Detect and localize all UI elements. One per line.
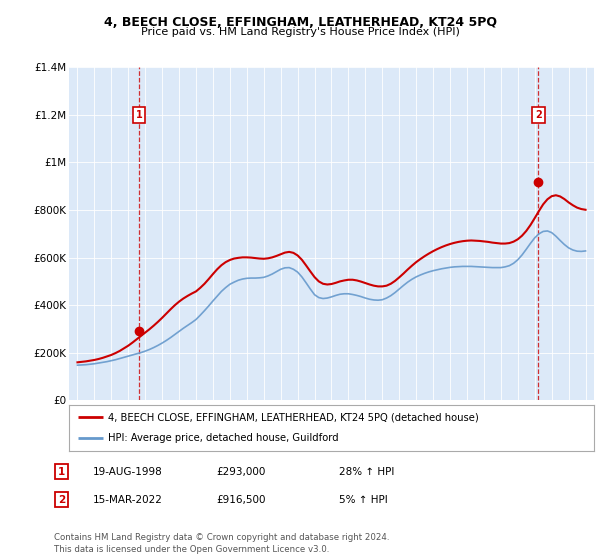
Text: 5% ↑ HPI: 5% ↑ HPI <box>339 494 388 505</box>
Text: 4, BEECH CLOSE, EFFINGHAM, LEATHERHEAD, KT24 5PQ (detached house): 4, BEECH CLOSE, EFFINGHAM, LEATHERHEAD, … <box>109 412 479 422</box>
Text: 19-AUG-1998: 19-AUG-1998 <box>93 466 163 477</box>
Text: 2: 2 <box>58 494 65 505</box>
Text: 1: 1 <box>58 466 65 477</box>
Text: £916,500: £916,500 <box>216 494 265 505</box>
Text: HPI: Average price, detached house, Guildford: HPI: Average price, detached house, Guil… <box>109 433 339 444</box>
Text: 4, BEECH CLOSE, EFFINGHAM, LEATHERHEAD, KT24 5PQ: 4, BEECH CLOSE, EFFINGHAM, LEATHERHEAD, … <box>104 16 497 29</box>
Text: 28% ↑ HPI: 28% ↑ HPI <box>339 466 394 477</box>
Text: £293,000: £293,000 <box>216 466 265 477</box>
Text: Price paid vs. HM Land Registry's House Price Index (HPI): Price paid vs. HM Land Registry's House … <box>140 27 460 37</box>
Text: Contains HM Land Registry data © Crown copyright and database right 2024.
This d: Contains HM Land Registry data © Crown c… <box>54 533 389 554</box>
Text: 2: 2 <box>535 110 542 120</box>
Text: 1: 1 <box>136 110 142 120</box>
Text: 15-MAR-2022: 15-MAR-2022 <box>93 494 163 505</box>
